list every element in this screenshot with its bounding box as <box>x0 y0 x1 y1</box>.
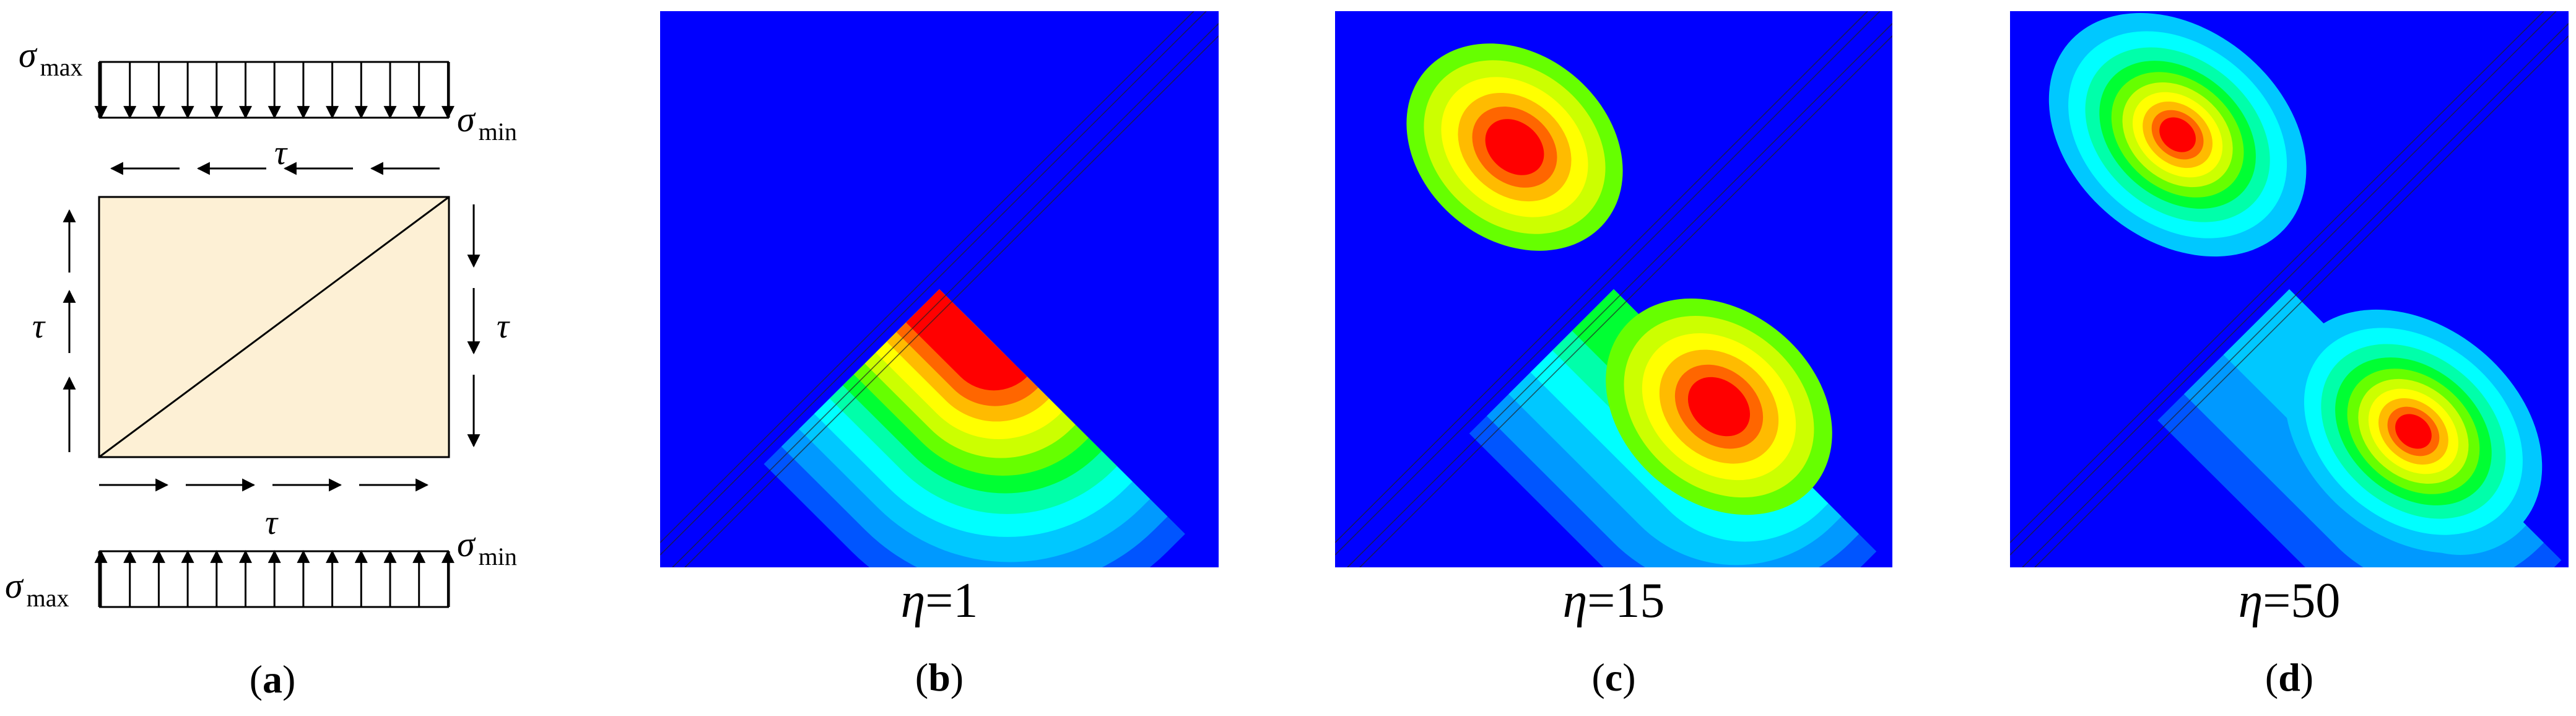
contour-plot-b <box>660 11 1219 567</box>
eta-label-c: η=15 <box>1562 574 1665 628</box>
hotspot-lower-d <box>2284 309 2543 554</box>
contour-panel-d <box>2010 11 2569 567</box>
diagonal-stripe-c <box>1335 11 1892 567</box>
panel-label-b: (b) <box>915 655 964 699</box>
eta-label-d: η=50 <box>2238 574 2341 628</box>
hotspot-lower-c <box>1606 298 1832 515</box>
panel-label-a: (a) <box>250 657 296 701</box>
panel-label-c: (c) <box>1591 655 1636 699</box>
tau-top-label: τ <box>274 134 288 172</box>
diagonal-stripe-b <box>660 11 1219 567</box>
contour-plot-c <box>1335 11 1892 567</box>
top-distributed-load <box>94 61 455 120</box>
plate-diagonal <box>98 196 450 458</box>
sigma-min-top-label: σ min <box>457 99 517 146</box>
panel-label-d: (d) <box>2265 655 2314 699</box>
hotspot-upper-c <box>1406 43 1623 251</box>
diagonal-stripe-d <box>2010 11 2569 567</box>
tau-bottom-label: τ <box>265 504 279 542</box>
eta-label-b: η=1 <box>900 574 978 628</box>
contour-plot-d <box>2010 11 2569 567</box>
hotspot-upper-d <box>2048 12 2307 257</box>
sigma-max-top-label: σ max <box>19 35 82 81</box>
contour-panel-c <box>1335 11 1892 567</box>
tau-left-label: τ <box>32 307 46 346</box>
sigma-min-bottom-label: σ min <box>457 524 517 570</box>
loading-diagram: σ max σ min τ τ τ τ σ min σ max (a) <box>5 35 517 701</box>
tau-right-label: τ <box>497 307 510 346</box>
sigma-max-bottom-label: σ max <box>5 565 69 612</box>
contour-panel-b <box>660 11 1219 567</box>
bottom-distributed-load <box>94 549 455 608</box>
